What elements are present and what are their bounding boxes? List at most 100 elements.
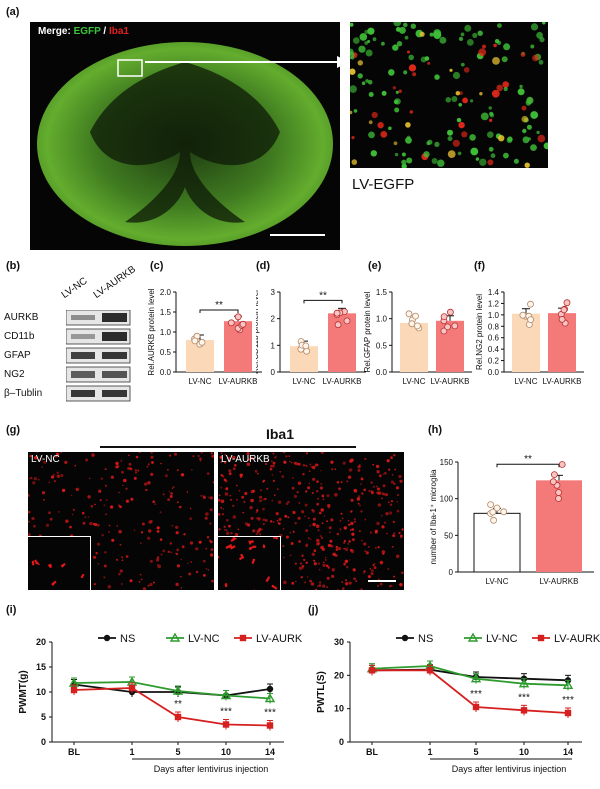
- microglia-cell: [295, 462, 299, 466]
- x-tick-label: LV-AURKB: [540, 577, 579, 586]
- microglia-cell: [339, 520, 342, 522]
- microglia-cell: [329, 544, 332, 547]
- microglia-cell: [232, 515, 237, 519]
- egfp-cell: [405, 136, 412, 144]
- microglia-cell: [386, 459, 390, 463]
- microglia-cell: [307, 517, 310, 519]
- microglia-cell: [168, 491, 171, 493]
- microglia-cell: [247, 458, 250, 461]
- microglia-cell: [320, 482, 323, 485]
- microglia-cell: [60, 473, 64, 478]
- x-axis-label: Days after lentivirus injection: [154, 764, 269, 774]
- microglia-cell: [28, 520, 30, 523]
- iba1-cell: [487, 159, 494, 166]
- microglia-cell: [301, 565, 305, 568]
- microglia-cell: [319, 486, 323, 490]
- microglia-cell: [226, 531, 230, 535]
- microglia-cell: [157, 563, 159, 566]
- egfp-cell: [408, 54, 414, 61]
- microglia-cell: [364, 518, 367, 521]
- microglia-cell: [395, 554, 400, 559]
- microglia-cell: [140, 542, 142, 544]
- microglia-cell: [205, 568, 208, 570]
- data-point: [490, 516, 497, 524]
- microglia-cell: [256, 472, 259, 475]
- microglia-cell: [381, 550, 386, 554]
- microglia-cell: [359, 504, 361, 507]
- microglia-cell: [167, 550, 170, 553]
- microglia-cell: [232, 467, 236, 471]
- microglia-cell: [212, 481, 214, 484]
- egfp-cell: [367, 79, 373, 85]
- microglia-cell: [159, 538, 163, 541]
- microglia-cell: [250, 516, 254, 520]
- microglia-cell: [294, 522, 297, 525]
- iba1-cell: [537, 134, 546, 143]
- egfp-cell: [392, 44, 399, 51]
- data-point: [564, 709, 572, 717]
- microglia-cell: [292, 510, 296, 515]
- inset-label: LV-EGFP: [352, 176, 415, 193]
- microglia-cell: [60, 452, 62, 454]
- x-tick-label: LV-AURKB: [543, 377, 582, 386]
- microglia-cell: [375, 464, 380, 469]
- microglia-cell: [103, 564, 107, 568]
- egfp-cell: [477, 30, 483, 36]
- microglia-cell: [371, 569, 374, 572]
- y-tick-label: 5: [41, 712, 46, 722]
- x-tick-label: LV-NC: [486, 577, 509, 586]
- data-point: [239, 320, 247, 328]
- data-point: [266, 722, 274, 729]
- egfp-cell: [435, 75, 440, 80]
- egfp-cell: [497, 40, 502, 45]
- egfp-cell: [431, 158, 438, 164]
- microglia-cell: [175, 552, 179, 556]
- microglia-cell: [160, 462, 162, 465]
- microglia-cell: [219, 455, 223, 459]
- microglia-cell: [304, 503, 308, 507]
- microglia-cell: [292, 477, 294, 479]
- microglia-cell: [360, 483, 362, 485]
- x-tick-label: LV-NC: [293, 377, 316, 386]
- data-point: [264, 693, 276, 703]
- bar: [328, 313, 356, 372]
- microglia-cell: [377, 578, 380, 581]
- series-line: [371, 668, 569, 682]
- microglia-cell: [188, 572, 192, 576]
- microglia-cell: [314, 588, 318, 590]
- egfp-cell: [522, 136, 530, 144]
- microglia-cell: [89, 521, 93, 526]
- microglia-cell: [181, 545, 185, 549]
- microglia-cell: [129, 579, 133, 583]
- microglia-cell: [352, 568, 356, 572]
- microglia-cell: [220, 499, 225, 504]
- microglia-cell: [316, 538, 320, 543]
- microglia-cell: [209, 508, 213, 512]
- microglia-cell: [210, 548, 214, 552]
- iba1-cell: [407, 50, 410, 54]
- microglia-cell: [171, 524, 174, 527]
- egfp-cell: [513, 158, 519, 164]
- legend-marker: [537, 634, 545, 642]
- egfp-cell: [475, 157, 480, 161]
- iba1-title: Iba1: [265, 426, 294, 442]
- egfp-cell: [466, 39, 474, 46]
- microglia-cell: [394, 468, 397, 471]
- microglia-cell: [128, 462, 132, 466]
- microglia-cell: [328, 531, 331, 534]
- microglia-cell: [157, 564, 161, 569]
- iba1-lvaurkb-inset: [218, 533, 281, 590]
- microglia-cell: [344, 559, 349, 563]
- microglia-cell: [221, 513, 224, 516]
- microglia-cell: [96, 523, 100, 527]
- microglia-cell: [331, 568, 335, 572]
- microglia-cell: [205, 512, 209, 516]
- microglia-cell: [334, 554, 338, 557]
- microglia-cell: [380, 514, 383, 517]
- microglia-cell: [259, 495, 263, 499]
- microglia-cell: [373, 566, 377, 570]
- microglia-cell: [377, 487, 380, 491]
- iba1-lvaurkb-image: LV-AURKB: [218, 452, 404, 590]
- microglia-cell: [353, 518, 356, 521]
- microglia-cell: [291, 461, 293, 464]
